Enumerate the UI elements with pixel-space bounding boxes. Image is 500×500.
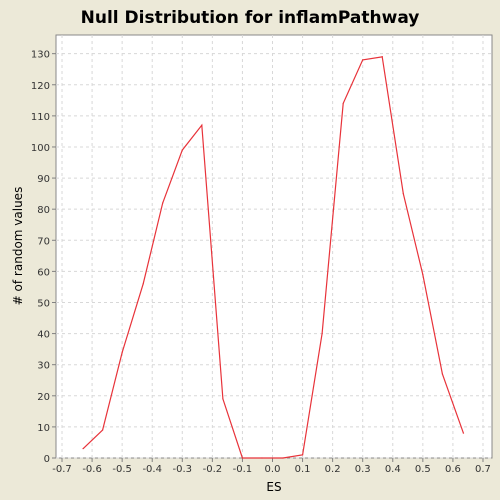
y-tick-label: 60: [37, 267, 50, 278]
chart-title: Null Distribution for inflamPathway: [81, 8, 420, 28]
series-line: [82, 56, 464, 459]
x-tick-label: 0.4: [385, 464, 401, 475]
y-tick-label: 100: [31, 143, 50, 154]
data-point: [362, 59, 364, 61]
data-point: [261, 457, 263, 459]
data-point: [381, 56, 383, 58]
x-tick-label: -0.4: [142, 464, 162, 475]
data-point: [82, 448, 84, 450]
x-tick-label: 0.7: [475, 464, 491, 475]
y-tick-label: 120: [31, 81, 50, 92]
y-tick-label: 90: [37, 174, 50, 185]
x-tick-label: -0.2: [203, 464, 223, 475]
data-point: [441, 373, 443, 375]
y-tick-label: 130: [31, 50, 50, 61]
y-tick-label: 10: [37, 423, 50, 434]
y-axis-label: # of random values: [11, 187, 25, 306]
y-tick-label: 50: [37, 298, 50, 309]
x-tick-label: 0.5: [415, 464, 431, 475]
data-point: [462, 432, 465, 434]
data-point: [222, 398, 224, 400]
y-tick-label: 40: [37, 330, 50, 341]
x-axis-label: ES: [266, 480, 281, 494]
data-point: [282, 457, 284, 459]
data-point: [162, 202, 164, 204]
x-tick-label: 0.1: [295, 464, 311, 475]
data-point: [241, 457, 244, 459]
x-tick-label: 0.3: [355, 464, 371, 475]
data-point: [402, 193, 404, 195]
x-tick-label: 0.2: [325, 464, 341, 475]
data-point: [181, 149, 183, 151]
x-tick-label: 0.6: [445, 464, 461, 475]
y-tick-label: 80: [37, 205, 50, 216]
x-tick-label: -0.5: [112, 464, 132, 475]
data-point: [422, 273, 424, 276]
data-point: [342, 102, 344, 105]
series-layer: [82, 56, 465, 459]
y-tick-label: 0: [44, 454, 50, 465]
y-tick-label: 30: [37, 361, 50, 372]
data-point: [142, 283, 144, 285]
data-point: [201, 124, 203, 126]
x-tick-label: -0.1: [233, 464, 253, 475]
x-tick-label: -0.6: [82, 464, 102, 475]
x-tick-label: -0.3: [173, 464, 193, 475]
x-tick-label: 0.0: [265, 464, 281, 475]
y-tick-label: 70: [37, 236, 50, 247]
data-point: [102, 429, 104, 431]
plot-area: [55, 34, 493, 459]
data-point: [301, 454, 304, 456]
x-tick-label: -0.7: [52, 464, 72, 475]
y-tick-label: 20: [37, 392, 50, 403]
data-point: [321, 332, 323, 335]
y-tick-label: 110: [31, 112, 50, 123]
data-point: [121, 351, 123, 353]
